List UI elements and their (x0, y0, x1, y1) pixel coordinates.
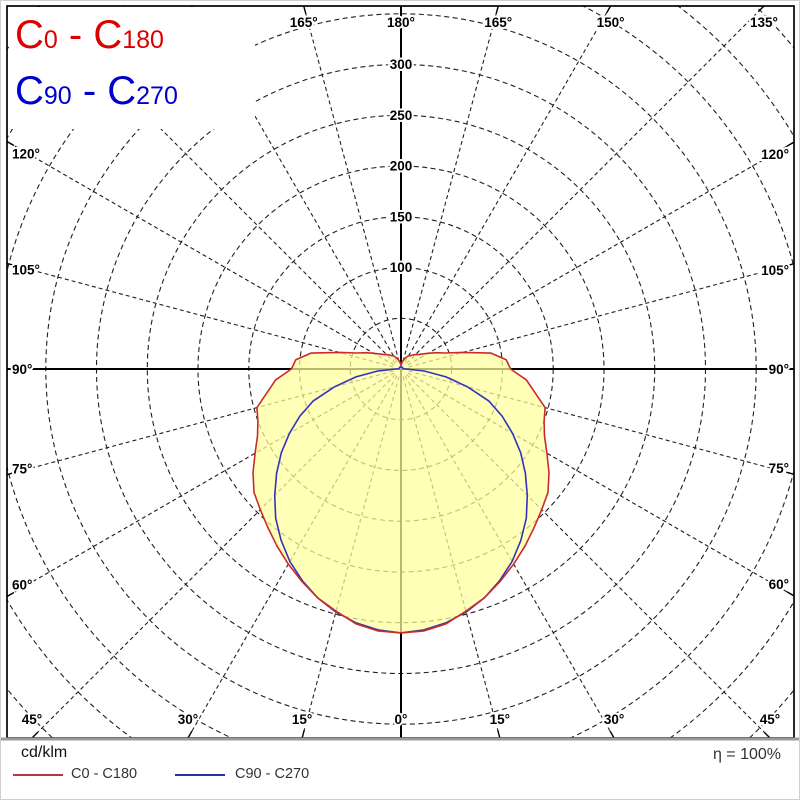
angle-label-30: 30° (178, 712, 198, 727)
angle-label-75: 75° (12, 461, 32, 476)
angle-label-75: 75° (769, 461, 789, 476)
angle-label-105: 105° (12, 263, 40, 278)
legend-c0-sub: 0 (43, 26, 58, 54)
angle-label-45: 45° (760, 712, 780, 727)
angle-label-180: 180° (387, 15, 415, 30)
ring-label-150: 150 (390, 209, 413, 224)
ring-label-100: 100 (390, 260, 413, 275)
legend-separator: - (71, 69, 108, 113)
angle-label-30: 30° (604, 712, 624, 727)
angle-label-15: 15° (292, 712, 312, 727)
legend-c0-c180: C0 - C180 (15, 15, 164, 55)
legend-c90-sub: 90 (43, 82, 72, 110)
chart-footer: cd/klm C0 - C180 C90 - C270 η = 100% (1, 738, 799, 799)
angle-label-90: 90° (769, 362, 789, 377)
angle-label-165: 165° (484, 15, 512, 30)
plane-legend: C0 - C180 C90 - C270 (9, 7, 255, 129)
angle-label-90: 90° (12, 362, 32, 377)
legend-separator: - (57, 13, 94, 57)
legend-c180-sub: 180 (122, 26, 164, 54)
legend-line-red (13, 774, 63, 776)
legend-c90-main: C (15, 69, 44, 113)
legend-c0-main: C (15, 13, 44, 57)
angle-label-60: 60° (769, 577, 789, 592)
legend-label-c90-c270: C90 - C270 (235, 766, 310, 782)
angle-label-15: 15° (490, 712, 510, 727)
angle-label-105: 105° (761, 263, 789, 278)
angle-label-60: 60° (12, 577, 32, 592)
legend-c270-main: C (107, 69, 137, 113)
legend-label-c0-c180: C0 - C180 (71, 766, 138, 782)
angle-label-135: 135° (750, 15, 778, 30)
angle-label-45: 45° (22, 712, 42, 727)
ring-label-250: 250 (390, 108, 413, 123)
ring-label-300: 300 (390, 57, 413, 72)
ring-label-200: 200 (390, 159, 413, 174)
legend-c180-main: C (93, 13, 123, 57)
angle-label-165: 165° (290, 15, 318, 30)
angle-label-0: 0° (395, 712, 408, 727)
angle-label-150: 150° (597, 15, 625, 30)
efficiency-label: η = 100% (712, 746, 781, 763)
legend-line-blue (175, 774, 225, 776)
angle-label-120: 120° (761, 147, 789, 162)
legend-c270-sub: 270 (136, 82, 178, 110)
angle-label-120: 120° (12, 147, 40, 162)
legend-c90-c270: C90 - C270 (15, 71, 178, 111)
unit-label: cd/klm (21, 744, 68, 761)
